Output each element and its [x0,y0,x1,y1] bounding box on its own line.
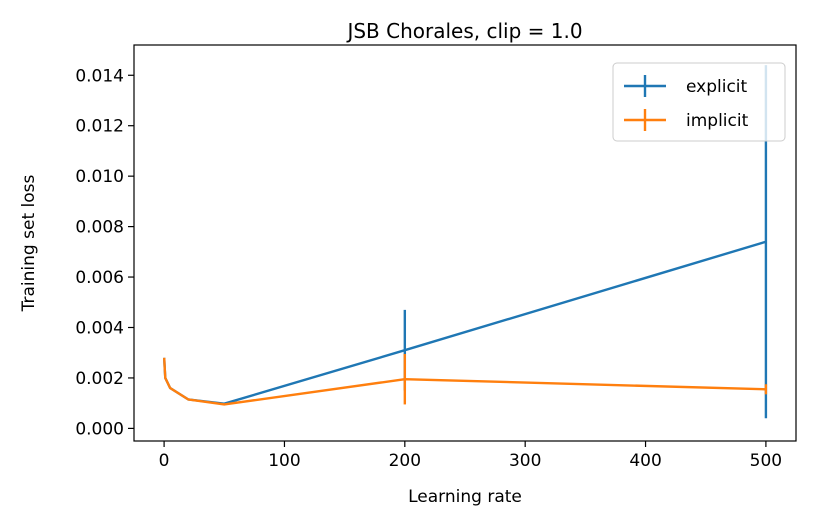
chart-title: JSB Chorales, clip = 1.0 [345,19,582,43]
y-tick-label: 0.006 [75,268,124,288]
legend-label-explicit: explicit [686,77,748,97]
x-axis-label: Learning rate [408,487,522,507]
series-line-implicit [163,357,766,406]
x-tick-label: 0 [159,451,170,471]
y-axis: 0.000 0.002 0.004 0.006 0.008 0.010 0.012 0.014 [75,66,134,439]
y-tick-label: 0.008 [75,218,124,238]
plot-area [163,65,768,419]
plot-frame [133,44,797,442]
x-tick-label: 100 [268,451,300,471]
y-tick-label: 0.010 [75,167,124,187]
x-tick-label: 500 [750,451,782,471]
y-axis-label: Training set loss [19,175,39,313]
legend: explicit implicit [612,62,786,142]
y-tick-label: 0.004 [75,318,124,338]
legend-label-implicit: implicit [686,111,749,131]
y-tick-label: 0.000 [75,419,124,439]
legend-box [612,62,786,142]
y-tick-label: 0.014 [75,66,124,86]
y-tick-label: 0.002 [75,369,124,389]
series-line-explicit [163,240,767,405]
y-tick-label: 0.012 [75,117,124,137]
x-axis: 0 100 200 300 400 500 [159,441,782,471]
x-tick-label: 400 [629,451,661,471]
x-tick-label: 300 [509,451,541,471]
x-tick-label: 200 [389,451,421,471]
series-implicit [163,353,768,406]
